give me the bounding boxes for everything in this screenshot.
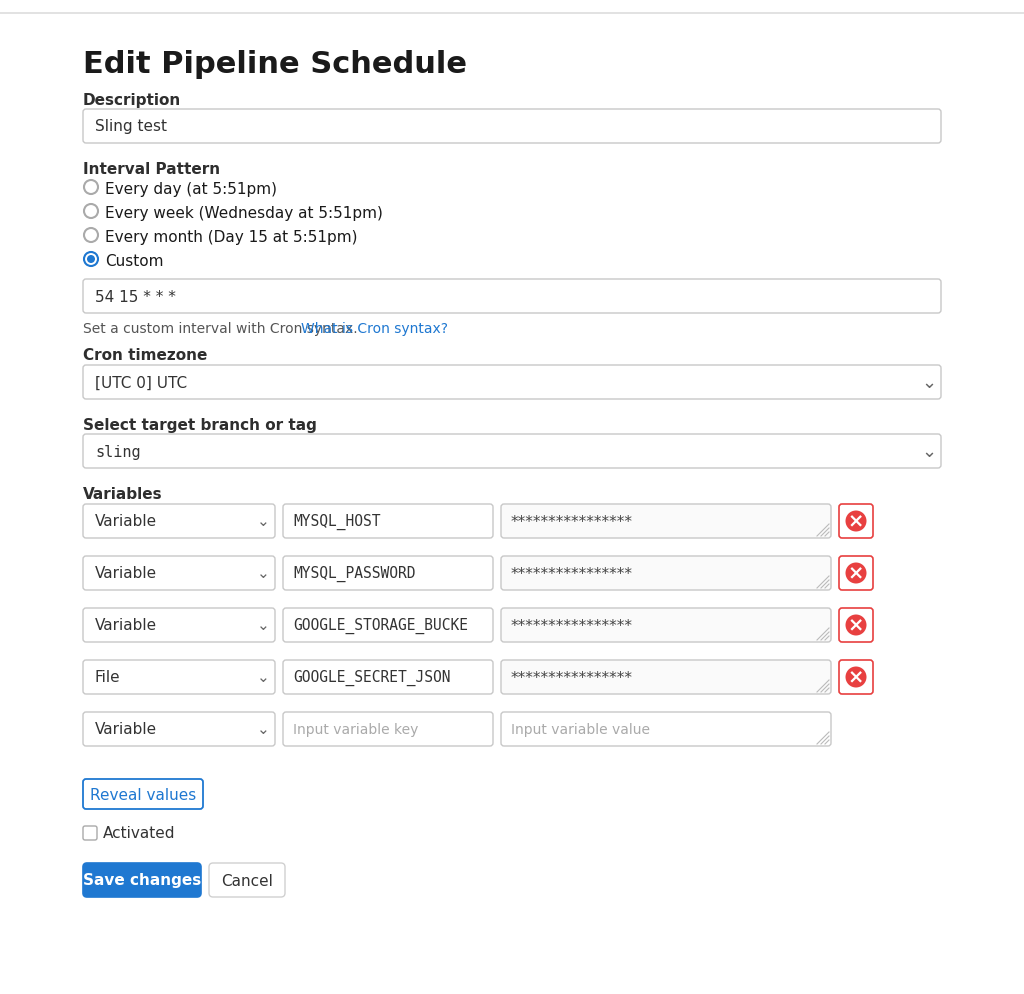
Text: ×: ×: [848, 564, 864, 582]
FancyBboxPatch shape: [83, 660, 275, 694]
Circle shape: [84, 205, 98, 219]
FancyBboxPatch shape: [83, 826, 97, 840]
Text: Sling test: Sling test: [95, 119, 167, 134]
Text: Variable: Variable: [95, 566, 157, 580]
FancyBboxPatch shape: [839, 505, 873, 539]
Text: Every month (Day 15 at 5:51pm): Every month (Day 15 at 5:51pm): [105, 230, 357, 245]
Text: ⌄: ⌄: [257, 722, 269, 737]
Text: ⌄: ⌄: [921, 374, 936, 392]
FancyBboxPatch shape: [283, 713, 493, 746]
FancyBboxPatch shape: [283, 557, 493, 590]
FancyBboxPatch shape: [839, 557, 873, 590]
FancyBboxPatch shape: [83, 608, 275, 642]
FancyBboxPatch shape: [83, 366, 941, 400]
FancyBboxPatch shape: [501, 505, 831, 539]
Text: [UTC 0] UTC: [UTC 0] UTC: [95, 375, 187, 390]
FancyBboxPatch shape: [283, 660, 493, 694]
FancyBboxPatch shape: [283, 608, 493, 642]
Text: ****************: ****************: [511, 670, 633, 685]
FancyBboxPatch shape: [83, 434, 941, 468]
Text: Input variable value: Input variable value: [511, 723, 650, 737]
Text: ×: ×: [848, 668, 864, 687]
Circle shape: [846, 511, 866, 532]
Text: What is Cron syntax?: What is Cron syntax?: [301, 322, 449, 336]
FancyBboxPatch shape: [83, 110, 941, 144]
Text: MYSQL_HOST: MYSQL_HOST: [293, 513, 381, 530]
Circle shape: [846, 615, 866, 636]
Circle shape: [84, 252, 98, 266]
FancyBboxPatch shape: [283, 505, 493, 539]
Text: GOOGLE_SECRET_JSON: GOOGLE_SECRET_JSON: [293, 669, 451, 686]
Text: Cancel: Cancel: [221, 873, 273, 888]
FancyBboxPatch shape: [83, 279, 941, 314]
FancyBboxPatch shape: [83, 779, 203, 809]
Text: Cron timezone: Cron timezone: [83, 348, 208, 363]
Text: MYSQL_PASSWORD: MYSQL_PASSWORD: [293, 566, 416, 581]
Text: ****************: ****************: [511, 566, 633, 580]
Text: Interval Pattern: Interval Pattern: [83, 162, 220, 177]
Circle shape: [846, 563, 866, 583]
Circle shape: [846, 667, 866, 688]
FancyBboxPatch shape: [83, 505, 275, 539]
Text: ⌄: ⌄: [257, 566, 269, 580]
Text: ×: ×: [848, 512, 864, 531]
Circle shape: [87, 255, 95, 263]
Text: Variable: Variable: [95, 514, 157, 529]
Text: Save changes: Save changes: [83, 873, 201, 888]
Text: ⌄: ⌄: [921, 442, 936, 460]
Text: ⌄: ⌄: [257, 670, 269, 685]
Text: Variable: Variable: [95, 618, 157, 633]
FancyBboxPatch shape: [501, 557, 831, 590]
Text: Description: Description: [83, 92, 181, 108]
FancyBboxPatch shape: [209, 863, 285, 898]
Text: Edit Pipeline Schedule: Edit Pipeline Schedule: [83, 50, 467, 79]
Text: ****************: ****************: [511, 618, 633, 633]
Text: Variable: Variable: [95, 722, 157, 737]
Text: File: File: [95, 670, 121, 685]
Text: 54 15 * * *: 54 15 * * *: [95, 289, 176, 304]
Text: Select target branch or tag: Select target branch or tag: [83, 417, 316, 432]
Text: Input variable key: Input variable key: [293, 723, 419, 737]
Text: ****************: ****************: [511, 514, 633, 529]
Text: ×: ×: [848, 616, 864, 635]
Text: Set a custom interval with Cron syntax.: Set a custom interval with Cron syntax.: [83, 322, 362, 336]
Text: Every day (at 5:51pm): Every day (at 5:51pm): [105, 182, 278, 197]
FancyBboxPatch shape: [501, 713, 831, 746]
FancyBboxPatch shape: [83, 557, 275, 590]
Text: GOOGLE_STORAGE_BUCKE: GOOGLE_STORAGE_BUCKE: [293, 617, 468, 633]
FancyBboxPatch shape: [83, 713, 275, 746]
Text: Activated: Activated: [103, 826, 175, 841]
FancyBboxPatch shape: [501, 608, 831, 642]
FancyBboxPatch shape: [839, 608, 873, 642]
Circle shape: [84, 181, 98, 195]
Text: Every week (Wednesday at 5:51pm): Every week (Wednesday at 5:51pm): [105, 206, 383, 221]
Text: ⌄: ⌄: [257, 514, 269, 529]
FancyBboxPatch shape: [83, 863, 201, 898]
Text: ⌄: ⌄: [257, 618, 269, 633]
FancyBboxPatch shape: [501, 660, 831, 694]
Text: Reveal values: Reveal values: [90, 786, 197, 802]
Text: sling: sling: [95, 444, 140, 459]
Text: Variables: Variables: [83, 486, 163, 502]
Text: Custom: Custom: [105, 253, 164, 268]
FancyBboxPatch shape: [839, 660, 873, 694]
Circle shape: [84, 229, 98, 243]
